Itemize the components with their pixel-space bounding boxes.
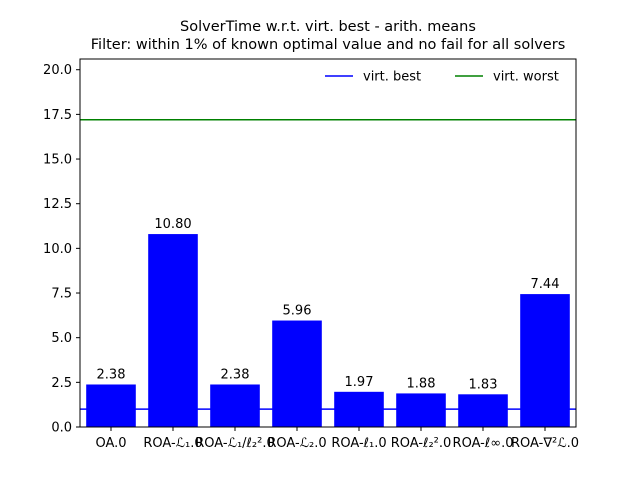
chart-title: SolverTime w.r.t. virt. best - arith. me… (180, 19, 476, 35)
y-tick-label: 0.0 (51, 421, 72, 436)
legend: virt. best virt. worst (325, 70, 559, 85)
data-label: 10.80 (154, 217, 191, 232)
x-tick-label: ROA-ℓ∞.0 (453, 436, 514, 451)
x-tick-label: ROA-ℒ₁/ℓ₂².0 (195, 436, 275, 451)
bar (272, 320, 322, 427)
data-label: 2.38 (97, 367, 126, 382)
x-tick-label: ROA-ℒ₁.0 (143, 436, 202, 451)
y-tick-label: 17.5 (43, 108, 72, 123)
legend-label: virt. best (363, 70, 421, 85)
y-tick-label: 15.0 (43, 153, 72, 168)
plot-area-frame (79, 58, 577, 428)
bar (86, 384, 136, 427)
data-label: 7.44 (531, 277, 560, 292)
x-tick-label: ROA-ℒ₂.0 (267, 436, 326, 451)
data-label-group: 2.38 10.80 2.38 5.96 1.97 1.88 1.83 7.44 (97, 217, 560, 392)
data-label: 1.83 (469, 377, 498, 392)
y-tick-label: 12.5 (43, 197, 72, 212)
x-tick-label: ROA-∇²ℒ.0 (511, 436, 579, 451)
data-label: 1.88 (407, 376, 436, 391)
bar (148, 234, 198, 427)
legend-label: virt. worst (493, 70, 559, 85)
chart-subtitle: Filter: within 1% of known optimal value… (91, 37, 566, 53)
bar-group (86, 234, 570, 427)
data-label: 2.38 (221, 367, 250, 382)
bar (210, 384, 260, 427)
y-tick-label: 20.0 (43, 63, 72, 78)
x-tick-label: ROA-ℓ₁.0 (331, 436, 386, 451)
y-tick-label: 5.0 (51, 331, 72, 346)
bar (396, 393, 446, 427)
y-tick-label: 7.5 (51, 287, 72, 302)
data-label: 1.97 (345, 375, 374, 390)
y-tick-label: 2.5 (51, 376, 72, 391)
data-label: 5.96 (283, 304, 312, 319)
y-tick-label: 10.0 (43, 242, 72, 257)
bar (458, 394, 508, 427)
bar (520, 294, 570, 427)
y-axis: 0.0 2.5 5.0 7.5 10.0 12.5 15.0 17.5 20.0 (43, 63, 80, 436)
x-tick-label: ROA-ℓ₂².0 (391, 436, 452, 451)
reference-lines (80, 118, 576, 410)
x-tick-label: OA.0 (95, 436, 126, 451)
